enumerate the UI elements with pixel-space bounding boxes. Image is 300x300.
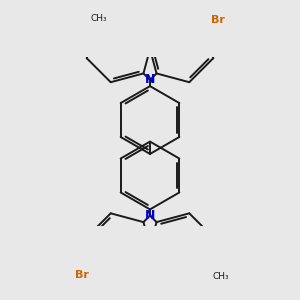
Text: CH₃: CH₃ xyxy=(91,14,107,23)
Text: Br: Br xyxy=(212,15,225,25)
Text: N: N xyxy=(145,209,155,222)
Text: N: N xyxy=(145,74,155,86)
Text: CH₃: CH₃ xyxy=(213,272,229,281)
Text: Br: Br xyxy=(75,271,88,281)
